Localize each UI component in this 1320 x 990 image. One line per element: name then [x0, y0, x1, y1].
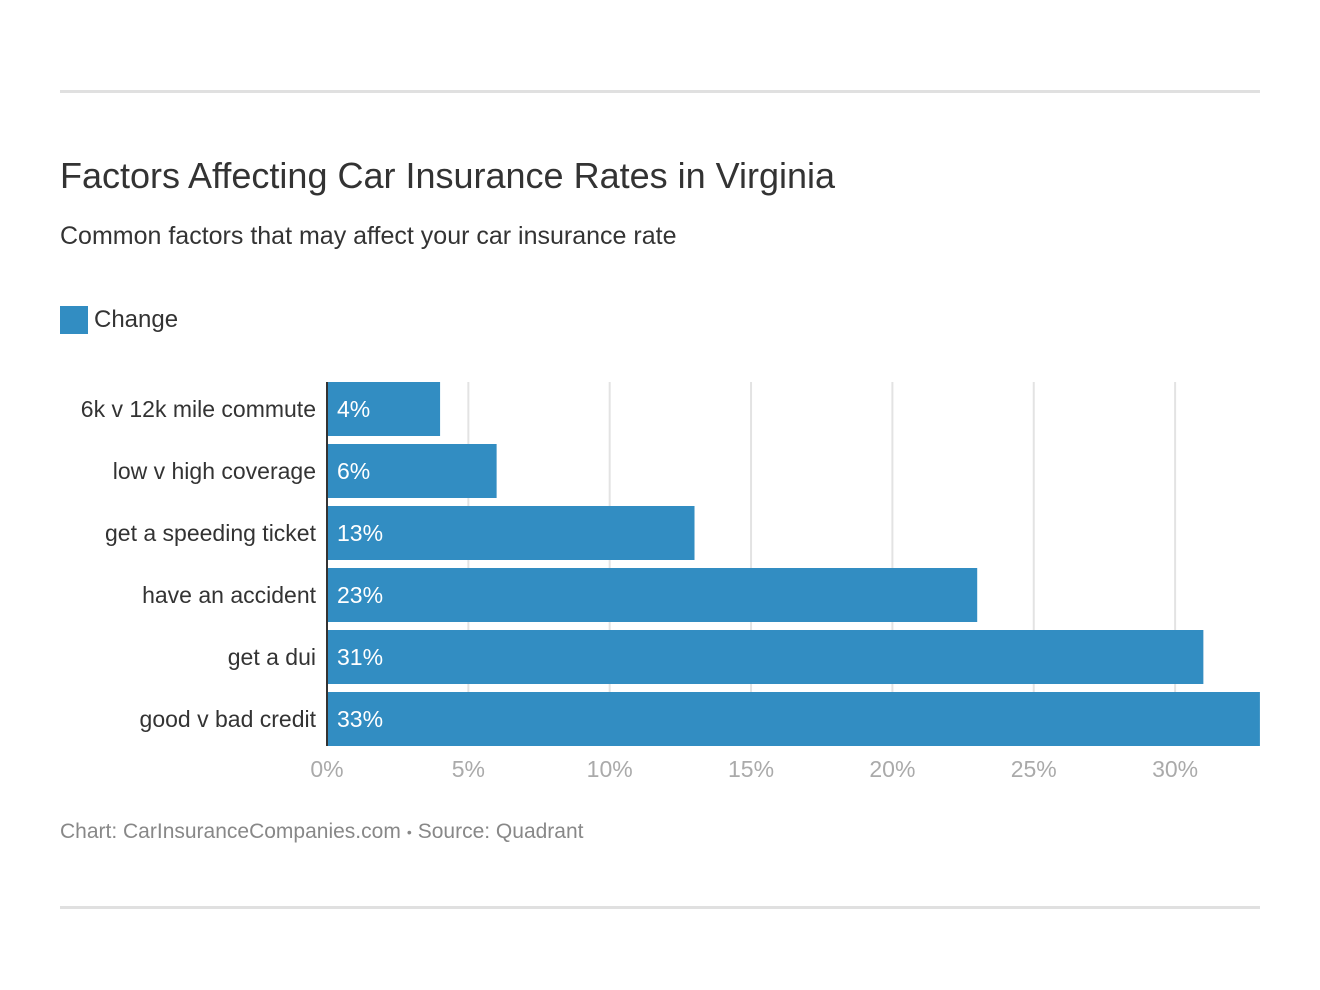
bar: [327, 692, 1260, 746]
source-credit: Source: Quadrant: [417, 820, 584, 843]
category-label: low v high coverage: [113, 458, 316, 484]
category-label: get a dui: [228, 644, 316, 670]
bottom-divider: [60, 906, 1260, 909]
x-tick-label: 10%: [587, 756, 633, 782]
x-tick-label: 15%: [728, 756, 774, 782]
x-tick-label: 5%: [452, 756, 485, 782]
separator: •: [406, 824, 412, 841]
bar: [327, 382, 441, 436]
x-tick-label: 30%: [1152, 756, 1198, 782]
legend-swatch: [60, 306, 88, 334]
category-label: good v bad credit: [140, 706, 317, 732]
category-label: get a speeding ticket: [105, 520, 317, 546]
data-label: 4%: [337, 396, 370, 422]
chart-title: Factors Affecting Car Insurance Rates in…: [60, 155, 836, 196]
category-label: have an accident: [142, 582, 317, 608]
x-tick-label: 20%: [869, 756, 915, 782]
x-tick-label: 0%: [310, 756, 343, 782]
data-label: 23%: [337, 582, 383, 608]
chart-subtitle: Common factors that may affect your car …: [60, 222, 677, 250]
top-divider: [60, 90, 1260, 93]
bar: [327, 568, 978, 622]
bar: [327, 444, 497, 498]
footer: Chart: CarInsuranceCompanies.com • Source:…: [60, 820, 583, 844]
data-label: 6%: [337, 458, 370, 484]
legend: Change: [60, 306, 178, 334]
bar: [327, 506, 695, 560]
data-label: 33%: [337, 706, 383, 732]
bar-chart: 0% 5% 10% 15% 20% 25% 30% 6k v 12k mile commute…: [81, 382, 1260, 782]
chart-credit: Chart: CarInsuranceCompanies.com: [60, 820, 401, 843]
x-tick-label: 25%: [1011, 756, 1057, 782]
data-label: 13%: [337, 520, 383, 546]
bar: [327, 630, 1204, 684]
data-label: 31%: [337, 644, 383, 670]
legend-label: Change: [94, 306, 179, 333]
category-label: 6k v 12k mile commute: [81, 396, 316, 422]
